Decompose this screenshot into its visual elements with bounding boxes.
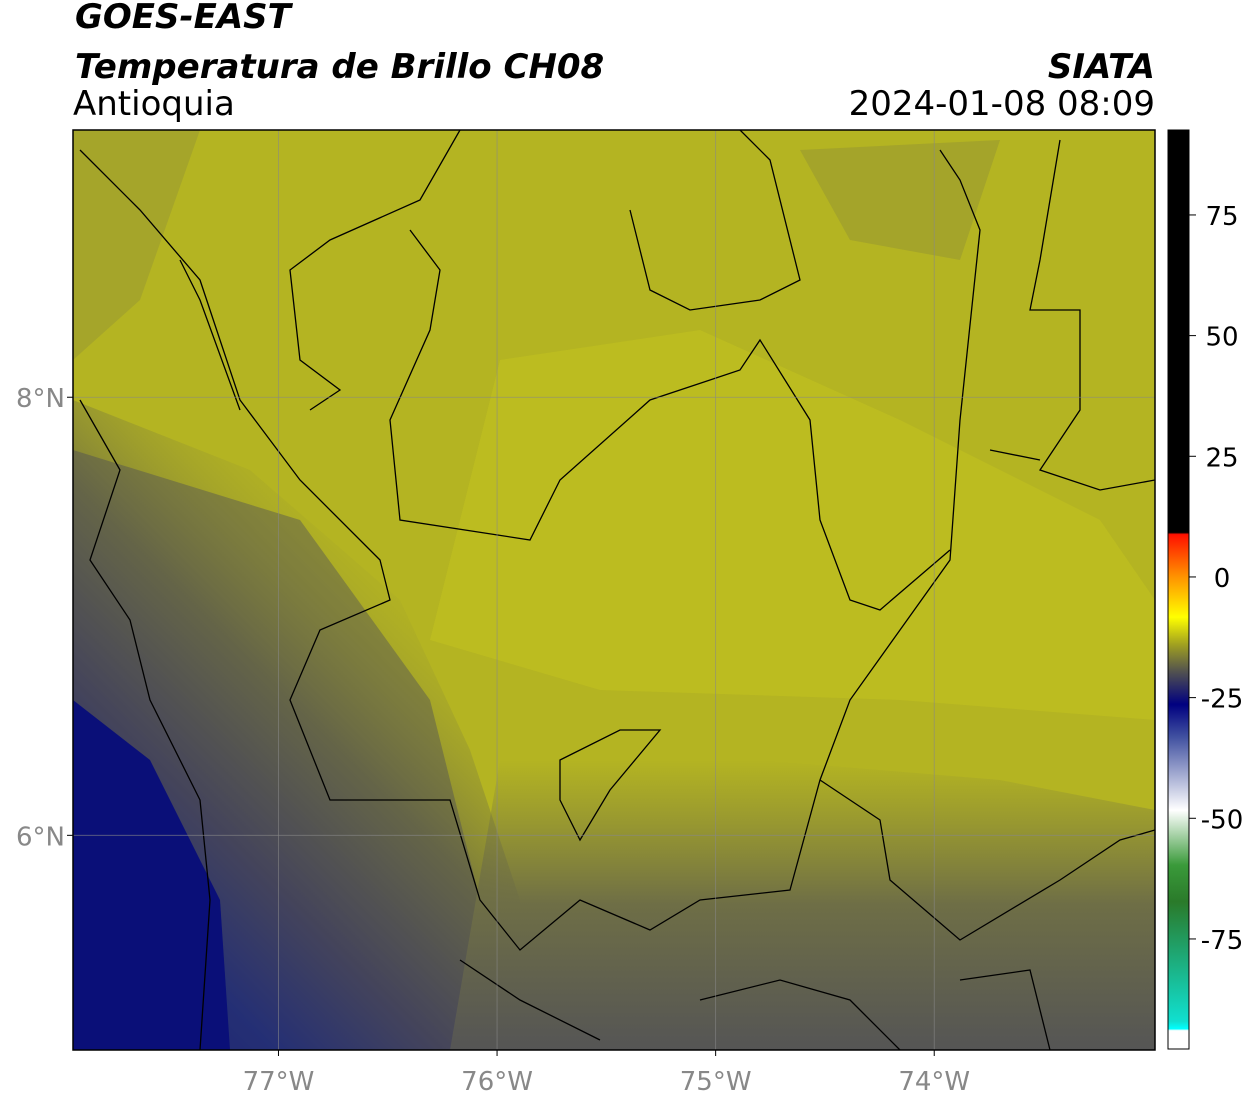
x-tick-label: 77°W — [243, 1067, 315, 1097]
graticule — [73, 130, 1155, 1050]
colorbar-tick-label: 75 — [1205, 202, 1238, 232]
boundaries — [79, 130, 1155, 1050]
colorbar-tick-label: 50 — [1205, 323, 1238, 353]
title: GOES-EAST — [75, 0, 294, 37]
colorbar — [1167, 129, 1190, 1050]
x-tick-label: 74°W — [898, 1067, 970, 1097]
datetime: 2024-01-08 08:09 — [849, 84, 1155, 124]
x-tick-label: 76°W — [461, 1067, 533, 1097]
colorbar-tick-label: -25 — [1201, 685, 1243, 715]
x-tick-label: 75°W — [680, 1067, 752, 1097]
colorbar-tick-label: -50 — [1201, 805, 1243, 835]
region: Antioquia — [73, 84, 235, 124]
colorbar-tick-label: -75 — [1201, 926, 1243, 956]
colorbar-tick-label: 25 — [1205, 443, 1238, 473]
y-tick-label: 6°N — [16, 822, 65, 852]
subtitle: Temperatura de Brillo CH08 — [75, 47, 604, 87]
satellite-image — [73, 130, 1155, 1050]
colorbar-tick-label: 0 — [1214, 564, 1231, 594]
y-tick-label: 8°N — [16, 384, 65, 414]
source: SIATA — [1048, 47, 1155, 87]
map-frame — [72, 129, 1156, 1051]
